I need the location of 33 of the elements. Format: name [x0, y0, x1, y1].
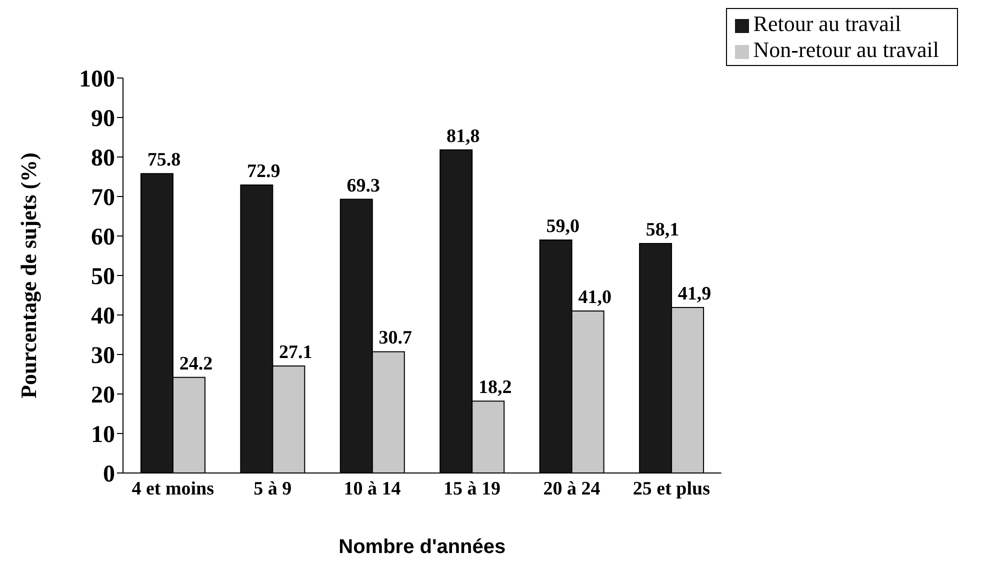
y-axis-title: Pourcentage de sujets (%) [16, 152, 41, 398]
legend-label: Retour au travail [753, 11, 902, 36]
data-label: 18,2 [478, 377, 512, 398]
y-tick-label: 100 [79, 66, 115, 93]
y-tick-label: 40 [91, 304, 115, 330]
y-tick-label: 10 [91, 422, 115, 448]
x-tick-label: 15 à 19 [444, 478, 501, 500]
data-label: 41,0 [578, 287, 612, 308]
data-label: 24.2 [179, 353, 213, 374]
y-tick-label: 80 [91, 146, 115, 172]
data-label: 41,9 [678, 283, 712, 304]
y-tick-label: 70 [91, 185, 115, 212]
legend-label: Non-retour au travail [753, 37, 939, 62]
x-tick-label: 20 à 24 [543, 478, 601, 500]
x-tick-label: 4 et moins [132, 478, 214, 500]
x-axis-title: Nombre d'années [338, 536, 506, 558]
data-label: 27.1 [279, 342, 312, 363]
y-tick-label: 0 [103, 462, 115, 488]
x-tick-label: 5 à 9 [254, 478, 292, 500]
data-label: 58,1 [646, 220, 680, 241]
data-label: 30.7 [378, 328, 413, 349]
data-label: 59,0 [546, 216, 580, 237]
y-tick-label: 90 [91, 106, 115, 132]
y-tick-label: 60 [91, 224, 115, 251]
y-tick-label: 30 [91, 343, 115, 370]
x-tick-label: 25 et plus [632, 478, 710, 500]
data-label: 75.8 [147, 150, 181, 171]
y-tick-label: 50 [91, 264, 115, 290]
data-label: 72.9 [247, 161, 280, 182]
data-label: 81,8 [446, 126, 480, 147]
y-tick-label: 20 [91, 382, 115, 409]
x-tick-label: 10 à 14 [344, 478, 402, 500]
data-label: 69.3 [346, 175, 380, 196]
